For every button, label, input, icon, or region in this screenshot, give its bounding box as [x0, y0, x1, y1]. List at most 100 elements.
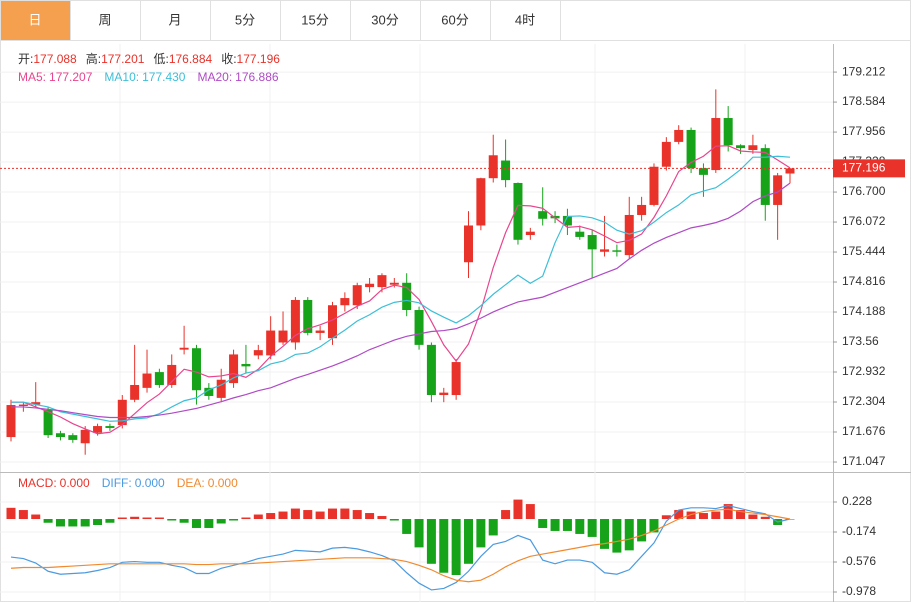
info-label: 高: — [86, 51, 101, 66]
candle-body — [575, 231, 585, 237]
macd-bar — [587, 519, 597, 537]
macd-bar — [352, 510, 362, 520]
candle-body — [142, 373, 152, 388]
info-value: 177.196 — [237, 52, 281, 66]
tab-label[interactable]: 15分 — [301, 12, 328, 27]
candle-body — [501, 160, 511, 181]
ma-line — [11, 182, 791, 419]
candle-body — [216, 379, 226, 398]
macd-bar — [241, 517, 251, 520]
tab-label[interactable]: 4时 — [515, 12, 535, 27]
y-tick-label: -0.174 — [842, 524, 876, 538]
y-tick-label: 0.228 — [842, 494, 872, 508]
candle-body — [154, 372, 164, 385]
macd-bar — [105, 519, 115, 523]
candle-body — [278, 330, 288, 343]
tab-label[interactable]: 日 — [28, 12, 41, 27]
info-value: 177.088 — [33, 52, 77, 66]
candle-body — [649, 166, 659, 205]
legend-name: MACD: — [18, 476, 57, 490]
macd-bar — [303, 510, 313, 520]
candle-body — [661, 141, 671, 167]
y-tick-label: -0.576 — [842, 554, 876, 568]
macd-bar — [661, 515, 671, 520]
macd-bar — [216, 519, 226, 524]
y-tick-label: 179.212 — [842, 64, 886, 78]
candle-body — [600, 249, 610, 252]
macd-bar — [612, 519, 622, 553]
macd-bar — [600, 519, 610, 549]
current-price-box — [833, 159, 905, 178]
y-tick-label: 175.444 — [842, 244, 886, 258]
y-tick-label: 172.932 — [842, 364, 886, 378]
macd-bar — [389, 519, 399, 521]
macd-bar — [278, 511, 288, 520]
candle-body — [723, 118, 733, 146]
candle-body — [105, 426, 115, 428]
candle-body — [785, 168, 795, 174]
tab-label[interactable]: 60分 — [441, 12, 468, 27]
tab-label[interactable]: 周 — [98, 12, 111, 27]
y-tick-label: 173.56 — [842, 334, 879, 348]
candle-body — [488, 155, 498, 179]
macd-bar — [130, 516, 140, 520]
macd-bar — [414, 519, 424, 548]
candle-body — [365, 283, 375, 288]
candle-body — [18, 404, 28, 407]
candle-body — [80, 429, 90, 444]
candle-body — [130, 384, 140, 400]
current-price-label: 177.196 — [842, 161, 886, 175]
legend-name: DEA: — [177, 476, 205, 490]
candle-body — [290, 299, 300, 343]
tab[interactable] — [490, 0, 561, 41]
tab[interactable] — [0, 0, 71, 41]
tab[interactable] — [70, 0, 141, 41]
tab[interactable] — [420, 0, 491, 41]
candle-body — [352, 285, 362, 306]
candle-body — [439, 392, 449, 396]
candle-body — [402, 282, 412, 311]
candle-body — [340, 298, 350, 306]
legend-value: 177.430 — [142, 70, 186, 84]
macd-bar — [711, 511, 721, 520]
candle-body — [327, 305, 337, 339]
candle-body — [377, 275, 387, 288]
legend-value: 176.886 — [235, 70, 279, 84]
candle-body — [612, 250, 622, 252]
tab[interactable] — [350, 0, 421, 41]
candle-body — [476, 178, 486, 226]
y-tick-label: 171.676 — [842, 424, 886, 438]
candle-body — [55, 433, 65, 438]
macd-line — [10, 504, 791, 591]
macd-bar — [624, 519, 634, 551]
macd-bar — [698, 513, 708, 520]
candle-body — [686, 129, 696, 169]
macd-bar — [43, 519, 53, 523]
info-value: 177.201 — [101, 52, 145, 66]
macd-line — [10, 508, 791, 583]
tab-label[interactable]: 月 — [168, 12, 181, 27]
candle-body — [167, 364, 177, 385]
tab-label[interactable]: 5分 — [235, 12, 255, 27]
candle-body — [525, 231, 535, 236]
macd-bar — [464, 519, 474, 564]
macd-bar — [117, 517, 127, 520]
candle-body — [414, 310, 424, 345]
y-tick-label: 174.188 — [842, 304, 886, 318]
macd-bar — [513, 499, 523, 520]
macd-bar — [575, 519, 585, 534]
y-tick-label: 176.072 — [842, 214, 886, 228]
macd-bar — [377, 516, 387, 520]
y-tick-label: 174.816 — [842, 274, 886, 288]
candle-body — [93, 426, 103, 433]
macd-bar — [674, 510, 684, 520]
legend-name: MA10: — [104, 70, 139, 84]
macd-bar — [686, 511, 696, 520]
candle-body — [253, 350, 263, 356]
macd-bar — [748, 514, 758, 520]
tab-label[interactable]: 30分 — [371, 12, 398, 27]
macd-bar — [426, 519, 436, 564]
macd-bar — [142, 517, 152, 520]
macd-bar — [266, 513, 276, 520]
